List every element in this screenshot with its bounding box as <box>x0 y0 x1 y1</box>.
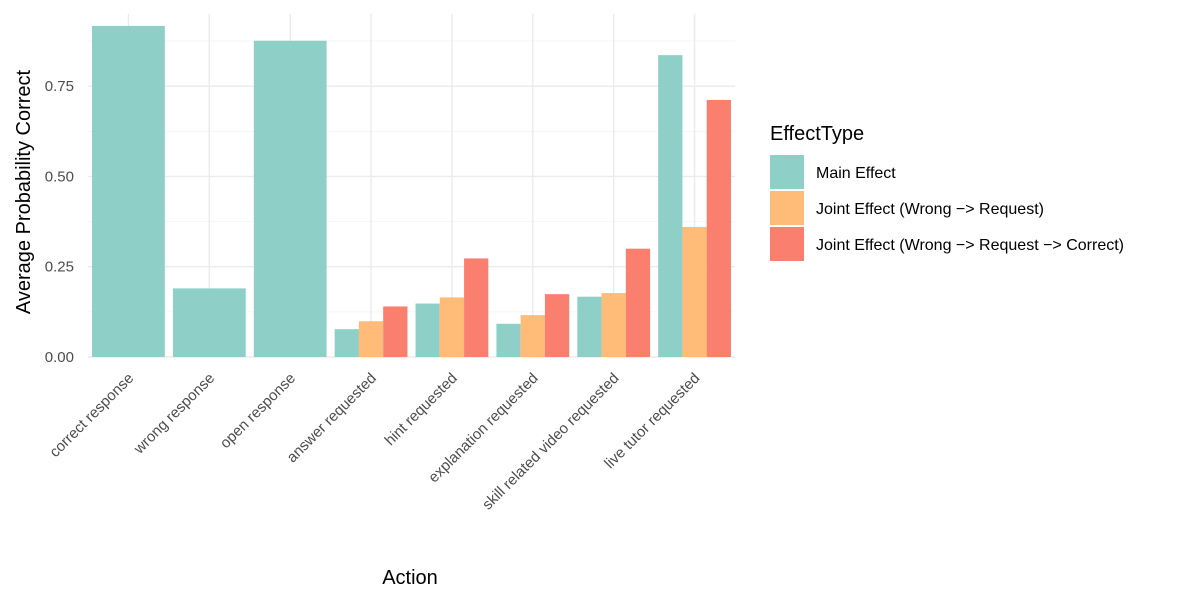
bar <box>383 306 408 357</box>
bar <box>253 40 327 357</box>
x-tick-label: correct response <box>46 370 137 461</box>
bar <box>439 297 465 357</box>
legend-key <box>770 227 804 261</box>
bar <box>706 99 731 357</box>
bar <box>334 329 359 357</box>
x-tick-label: skill related video requested <box>479 370 623 514</box>
y-tick-label: 0.50 <box>45 168 74 185</box>
legend-label: Joint Effect (Wrong −> Request −> Correc… <box>816 237 1124 254</box>
bar <box>496 323 521 357</box>
y-axis: 0.00 0.25 0.50 0.75 <box>45 78 74 366</box>
bar <box>358 321 384 357</box>
x-tick-label: answer requested <box>284 370 380 466</box>
bar <box>172 288 246 357</box>
bar <box>92 25 165 358</box>
x-axis-title: Action <box>382 567 438 589</box>
y-axis-title: Average Probability Correct <box>13 69 35 314</box>
bar <box>625 248 651 357</box>
bar <box>544 294 570 357</box>
y-tick-label: 0.25 <box>45 259 74 276</box>
bar <box>577 296 602 357</box>
legend-title: EffectType <box>770 123 864 145</box>
x-tick-label: open response <box>217 370 299 452</box>
x-tick-label: hint requested <box>382 370 461 449</box>
legend-label: Main Effect <box>816 165 896 182</box>
bar <box>658 55 683 357</box>
legend-label: Joint Effect (Wrong −> Request) <box>816 201 1044 218</box>
bar <box>464 258 489 357</box>
y-tick-label: 0.75 <box>45 78 74 95</box>
bar <box>520 315 545 357</box>
bar <box>601 293 626 357</box>
legend: EffectType Main Effect Joint Effect (Wron… <box>770 123 1124 261</box>
bar <box>415 303 440 357</box>
legend-key <box>770 191 804 225</box>
y-tick-label: 0.00 <box>45 349 74 366</box>
bar <box>682 227 707 357</box>
x-tick-label: wrong response <box>130 370 218 458</box>
legend-key <box>770 155 804 189</box>
bars <box>92 25 731 358</box>
